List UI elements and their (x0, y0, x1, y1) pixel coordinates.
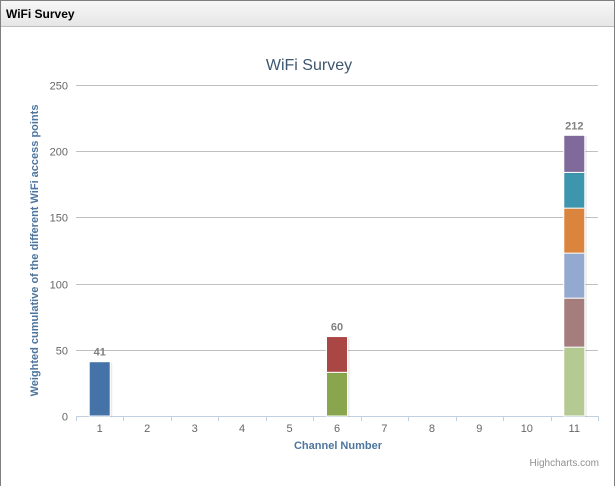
x-tick-label: 10 (521, 423, 533, 435)
highcharts-credit[interactable]: Highcharts.com (530, 458, 599, 469)
x-tick-label: 4 (239, 423, 245, 435)
stack-total-label: 60 (331, 322, 343, 334)
x-tick-label: 7 (381, 423, 387, 435)
stack-total-label: 212 (565, 120, 583, 132)
bar-segment[interactable] (563, 171, 586, 209)
chart-title: WiFi Survey (266, 57, 352, 74)
x-tick-label: 11 (569, 423, 580, 435)
window-title: WiFi Survey (6, 7, 75, 21)
x-tick-label: 9 (476, 423, 482, 435)
bar-segment[interactable] (563, 297, 586, 348)
bar-segment[interactable] (563, 134, 586, 173)
stack-total-labels: 41 60 212 (94, 120, 584, 358)
y-axis-tick-labels: 0 50 100 150 200 250 (50, 81, 68, 424)
y-axis-title: Weighted cumulative of the different WiF… (29, 105, 41, 397)
x-tick-label: 3 (192, 423, 198, 435)
wifi-survey-chart: WiFi Survey 0 50 100 150 200 250 Weighted cum… (29, 57, 599, 469)
bar-segments (88, 134, 587, 417)
x-tick-label: 1 (97, 423, 103, 435)
bar-segment[interactable] (326, 336, 348, 373)
bar-segment[interactable] (563, 252, 586, 299)
x-axis-ticks (76, 416, 599, 421)
y-tick-label: 0 (62, 412, 68, 424)
bar-segment[interactable] (326, 371, 348, 417)
x-tick-label: 2 (144, 423, 150, 435)
bar-segment[interactable] (563, 207, 586, 254)
stack-total-label: 41 (94, 347, 106, 359)
y-tick-label: 150 (50, 213, 68, 225)
x-axis-title: Channel Number (294, 440, 383, 452)
window-titlebar: WiFi Survey (1, 1, 614, 27)
x-axis-tick-labels: 1 2 3 4 5 6 7 8 9 10 11 (97, 423, 580, 435)
chart-container: WiFi Survey 0 50 100 150 200 250 Weighted cum… (1, 28, 614, 487)
y-tick-label: 100 (50, 280, 68, 292)
grid-lines (76, 85, 598, 351)
y-tick-label: 50 (56, 346, 68, 358)
y-tick-label: 200 (50, 147, 68, 159)
x-tick-label: 8 (429, 423, 435, 435)
bar-segment[interactable] (563, 346, 586, 417)
x-tick-label: 6 (334, 423, 340, 435)
x-tick-label: 5 (286, 423, 292, 435)
bar-segment[interactable] (88, 361, 111, 417)
y-tick-label: 250 (50, 81, 68, 93)
